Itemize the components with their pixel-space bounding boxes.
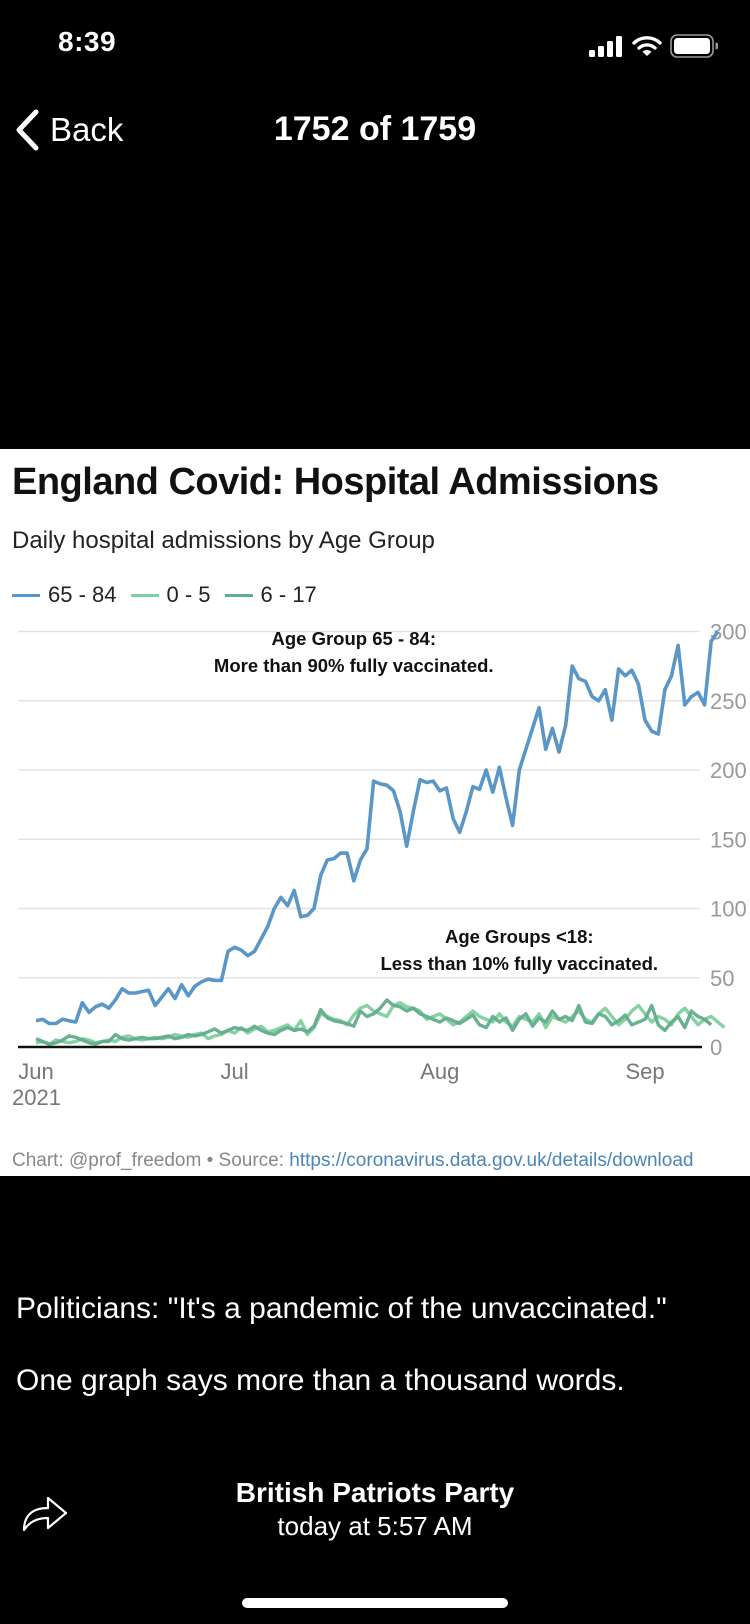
y-tick-label: 0 <box>710 1035 722 1060</box>
chart-subtitle: Daily hospital admissions by Age Group <box>12 527 435 554</box>
y-tick-label: 200 <box>710 758 747 783</box>
chart-credit: Chart: @prof_freedom • Source: <box>12 1150 290 1171</box>
y-tick-label: 150 <box>710 827 747 852</box>
cellular-signal-icon <box>589 36 622 57</box>
author-name: British Patriots Party <box>235 1477 515 1508</box>
status-bar: 8:39 <box>0 0 750 90</box>
back-label: Back <box>50 111 124 148</box>
annotation-line: Age Group 65 - 84: <box>271 628 436 650</box>
x-tick-label: Sep <box>625 1059 664 1084</box>
share-arrow-icon <box>22 1496 68 1532</box>
chart-image[interactable]: England Covid: Hospital Admissions Daily… <box>0 449 750 1176</box>
post-meta: British Patriots Party today at 5:57 AM <box>0 1477 750 1542</box>
legend-swatch <box>130 593 159 597</box>
legend-item: 65 - 84 <box>12 582 117 608</box>
share-button[interactable] <box>20 1490 70 1534</box>
annotation-under-18: Age Groups <18: Less than 10% fully vacc… <box>369 923 669 977</box>
chart-legend: 65 - 84 0 - 5 6 - 17 <box>12 582 331 608</box>
x-axis-ticks: Jun Jul Aug Sep 2021 <box>12 1059 665 1110</box>
x-tick-year-label: 2021 <box>12 1085 61 1110</box>
chart-title: England Covid: Hospital Admissions <box>12 461 659 503</box>
x-tick-label: Aug <box>420 1059 459 1084</box>
annotation-line: Age Groups <18: <box>444 925 594 947</box>
annotation-line: More than 90% fully vaccinated. <box>213 655 494 677</box>
post-timestamp: today at 5:57 AM <box>277 1511 473 1541</box>
caption-remark: One graph says more than a thousand word… <box>16 1364 625 1397</box>
annotation-65-84: Age Group 65 - 84: More than 90% fully v… <box>204 625 504 679</box>
series-lines <box>35 630 726 1046</box>
legend-swatch <box>12 593 40 597</box>
legend-label: 6 - 17 <box>260 582 317 607</box>
back-button[interactable]: Back <box>14 108 123 152</box>
series-line-65-84 <box>35 630 720 1026</box>
status-icons <box>588 34 718 58</box>
gridlines <box>18 630 700 979</box>
x-tick-label: Jul <box>221 1059 249 1084</box>
wifi-icon <box>632 36 662 56</box>
y-tick-label: 100 <box>710 897 747 922</box>
y-tick-label: 50 <box>710 966 734 991</box>
status-time: 8:39 <box>58 26 117 57</box>
legend-item: 0 - 5 <box>130 582 211 608</box>
source-link[interactable]: https://coronavirus.data.gov.uk/details/… <box>289 1150 694 1171</box>
chart-source: Chart: @prof_freedom • Source: https://c… <box>12 1150 693 1172</box>
y-tick-label: 250 <box>710 689 747 714</box>
legend-swatch <box>224 593 253 597</box>
nav-bar: Back 1752 of 1759 <box>0 100 750 164</box>
legend-label: 65 - 84 <box>48 582 117 607</box>
x-tick-label: Jun <box>18 1059 53 1084</box>
chevron-left-icon <box>16 109 39 151</box>
battery-icon <box>670 34 718 58</box>
post-caption: Politicians: "It's a pandemic of the unv… <box>16 1290 736 1400</box>
legend-item: 6 - 17 <box>224 582 317 608</box>
series-line-6-17 <box>35 998 713 1046</box>
annotation-line: Less than 10% fully vaccinated. <box>380 952 659 974</box>
legend-label: 0 - 5 <box>166 582 211 607</box>
photo-counter: 1752 of 1759 <box>273 110 477 148</box>
home-indicator[interactable] <box>242 1598 508 1608</box>
caption-quote: Politicians: "It's a pandemic of the unv… <box>16 1292 667 1325</box>
